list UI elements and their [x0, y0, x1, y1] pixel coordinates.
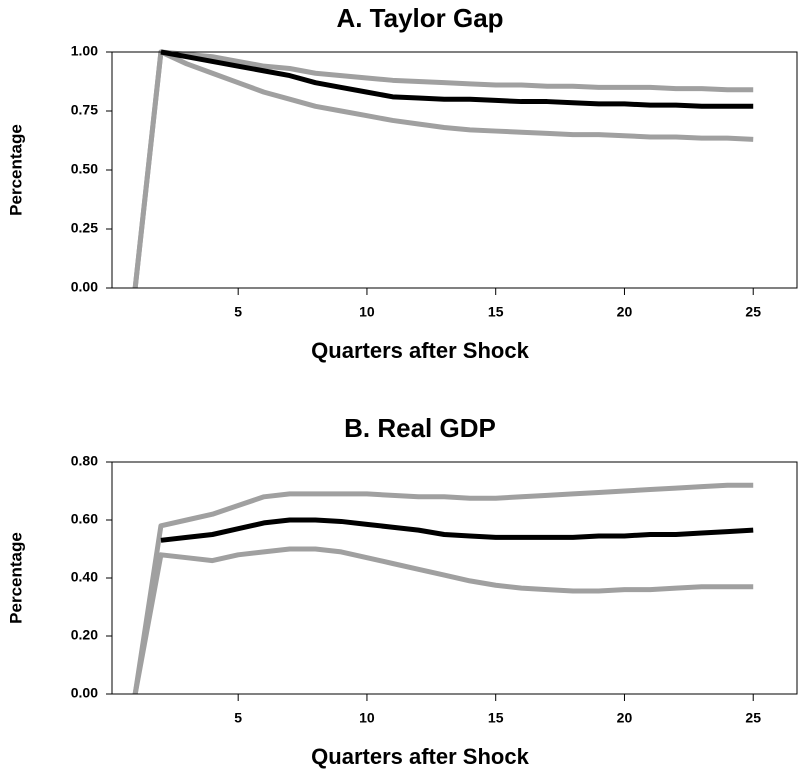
y-tick-label: 0.00 [71, 279, 98, 295]
series-line [132, 49, 754, 289]
x-tick-label: 20 [617, 304, 633, 320]
series-line [160, 49, 754, 109]
y-tick-label: 0.40 [71, 569, 98, 585]
y-tick-label: 0.25 [71, 220, 98, 236]
x-tick-label: 10 [359, 710, 375, 726]
x-tick-label: 5 [234, 710, 242, 726]
x-tick-label: 25 [745, 304, 761, 320]
y-tick-label: 0.20 [71, 627, 98, 643]
y-tick-label: 0.50 [71, 161, 98, 177]
x-tick-label: 10 [359, 304, 375, 320]
y-tick-label: 0.80 [71, 453, 98, 469]
plot-frame [111, 51, 798, 289]
y-tick-label: 0.60 [71, 511, 98, 527]
x-tick-label: 15 [488, 304, 504, 320]
x-tick-label: 5 [234, 304, 242, 320]
y-tick-label: 1.00 [71, 43, 98, 59]
x-axis-label: Quarters after Shock [311, 744, 529, 769]
series-line [132, 546, 754, 695]
y-axis-label: Percentage [6, 532, 25, 624]
chart-title: A. Taylor Gap [336, 3, 503, 33]
x-axis-label: Quarters after Shock [311, 338, 529, 363]
y-tick-label: 0.00 [71, 685, 98, 701]
x-tick-label: 20 [617, 710, 633, 726]
y-axis-label: Percentage [6, 124, 25, 216]
x-tick-label: 25 [745, 710, 761, 726]
chart-title: B. Real GDP [344, 413, 496, 443]
series-line [132, 49, 754, 289]
x-tick-label: 15 [488, 710, 504, 726]
series-line [132, 482, 754, 695]
plot-frame [111, 461, 798, 695]
series-line [160, 517, 754, 543]
y-tick-label: 0.75 [71, 102, 98, 118]
